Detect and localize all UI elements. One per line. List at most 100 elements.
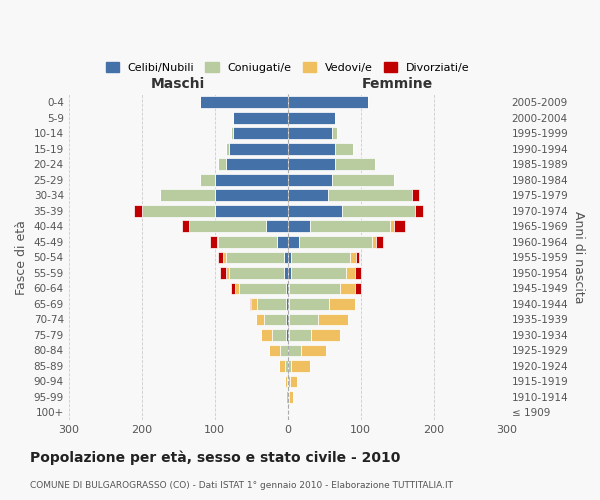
Bar [287, 252, 292, 263]
Bar [346, 267, 355, 278]
Bar [287, 376, 290, 387]
Bar [286, 298, 287, 310]
Bar [331, 128, 337, 139]
Bar [233, 128, 287, 139]
Y-axis label: Anni di nascita: Anni di nascita [572, 211, 585, 304]
Bar [215, 174, 287, 186]
Bar [287, 282, 289, 294]
Bar [218, 236, 277, 248]
Bar [182, 220, 189, 232]
Bar [218, 252, 223, 263]
Bar [226, 252, 284, 263]
Bar [289, 298, 329, 310]
Bar [292, 252, 350, 263]
Text: COMUNE DI BULGAROGRASSO (CO) - Dati ISTAT 1° gennaio 2010 - Elaborazione TUTTITA: COMUNE DI BULGAROGRASSO (CO) - Dati ISTA… [30, 481, 453, 490]
Bar [226, 143, 229, 154]
Bar [340, 282, 355, 294]
Bar [200, 96, 287, 108]
Bar [287, 298, 289, 310]
Bar [287, 391, 289, 402]
Bar [394, 220, 405, 232]
Bar [335, 143, 353, 154]
Bar [200, 174, 215, 186]
Bar [331, 174, 394, 186]
Bar [217, 236, 218, 248]
Bar [189, 220, 266, 232]
Bar [229, 267, 284, 278]
Bar [319, 314, 347, 325]
Bar [286, 391, 287, 402]
Bar [356, 252, 359, 263]
Bar [287, 143, 335, 154]
Bar [223, 252, 226, 263]
Bar [279, 360, 285, 372]
Bar [272, 329, 286, 340]
Bar [285, 360, 287, 372]
Bar [287, 128, 331, 139]
Bar [269, 344, 280, 356]
Bar [289, 329, 311, 340]
Bar [286, 282, 287, 294]
Text: Popolazione per età, sesso e stato civile - 2010: Popolazione per età, sesso e stato civil… [30, 450, 400, 465]
Bar [265, 314, 286, 325]
Bar [256, 314, 265, 325]
Bar [287, 96, 368, 108]
Bar [287, 360, 292, 372]
Bar [292, 267, 346, 278]
Bar [233, 112, 287, 124]
Bar [412, 190, 419, 201]
Bar [371, 236, 376, 248]
Bar [220, 267, 226, 278]
Bar [287, 220, 310, 232]
Bar [289, 282, 340, 294]
Text: Femmine: Femmine [362, 78, 433, 92]
Bar [209, 236, 217, 248]
Bar [250, 298, 251, 310]
Bar [343, 205, 415, 216]
Bar [289, 391, 293, 402]
Bar [280, 344, 287, 356]
Bar [292, 360, 310, 372]
Text: Maschi: Maschi [151, 78, 205, 92]
Bar [235, 282, 239, 294]
Bar [289, 314, 319, 325]
Bar [301, 344, 326, 356]
Bar [284, 267, 287, 278]
Bar [287, 112, 335, 124]
Y-axis label: Fasce di età: Fasce di età [15, 220, 28, 295]
Bar [215, 205, 287, 216]
Bar [355, 267, 361, 278]
Bar [287, 158, 335, 170]
Bar [355, 282, 361, 294]
Bar [232, 128, 233, 139]
Bar [287, 190, 328, 201]
Legend: Celibi/Nubili, Coniugati/e, Vedovi/e, Divorziati/e: Celibi/Nubili, Coniugati/e, Vedovi/e, Di… [101, 58, 475, 78]
Bar [287, 344, 301, 356]
Bar [232, 282, 235, 294]
Bar [226, 158, 287, 170]
Bar [266, 220, 287, 232]
Bar [287, 267, 292, 278]
Bar [310, 220, 390, 232]
Bar [350, 252, 356, 263]
Bar [287, 329, 289, 340]
Bar [286, 314, 287, 325]
Bar [251, 298, 257, 310]
Bar [328, 190, 412, 201]
Bar [290, 376, 297, 387]
Bar [284, 252, 287, 263]
Bar [160, 190, 215, 201]
Bar [277, 236, 287, 248]
Bar [229, 143, 287, 154]
Bar [142, 205, 215, 216]
Bar [287, 314, 289, 325]
Bar [286, 329, 287, 340]
Bar [299, 236, 371, 248]
Bar [335, 158, 376, 170]
Bar [329, 298, 355, 310]
Bar [376, 236, 383, 248]
Bar [390, 220, 394, 232]
Bar [239, 282, 286, 294]
Bar [311, 329, 340, 340]
Bar [287, 174, 331, 186]
